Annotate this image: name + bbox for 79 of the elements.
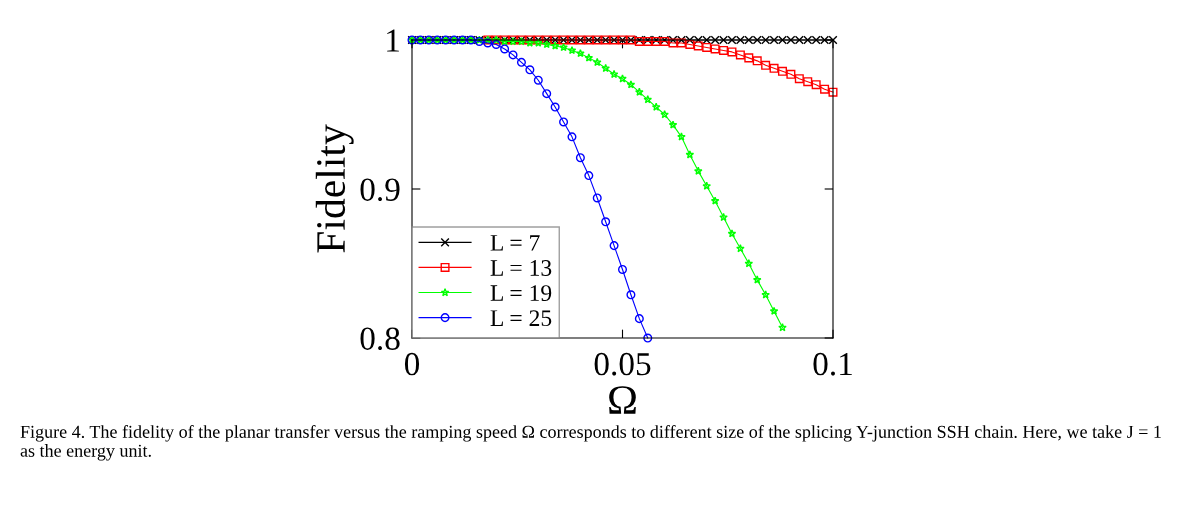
point [660, 109, 669, 119]
point [617, 264, 628, 274]
point [761, 290, 770, 299]
point [719, 45, 729, 55]
point [702, 42, 712, 52]
x-tick-label: 0.05 [594, 352, 651, 376]
point [609, 69, 619, 79]
point [634, 314, 644, 324]
point [559, 42, 568, 52]
point [778, 323, 787, 332]
x-axis-title: Ω [609, 386, 636, 414]
point [500, 44, 510, 54]
legend-label: L = 13 [490, 260, 552, 276]
y-tick-label: 1 [387, 29, 399, 52]
point [584, 53, 594, 62]
point [677, 132, 686, 141]
y-axis-title: Fidelity [315, 124, 354, 253]
point [592, 57, 602, 67]
point [761, 60, 771, 70]
point [702, 181, 712, 190]
point [525, 65, 535, 75]
legend-label: L = 19 [490, 285, 552, 302]
point [516, 57, 526, 67]
point [777, 66, 787, 76]
point [786, 69, 796, 79]
point [601, 63, 610, 73]
point [811, 80, 821, 90]
point [609, 241, 619, 251]
point [820, 84, 830, 94]
point [626, 290, 636, 300]
point [693, 166, 703, 175]
point [635, 87, 644, 96]
point [651, 102, 661, 111]
point [508, 50, 518, 60]
point [550, 102, 560, 112]
point [550, 41, 560, 50]
point [803, 77, 813, 87]
y-tick-label: 0.9 [360, 178, 400, 202]
point [769, 306, 779, 315]
point [575, 153, 585, 163]
point [567, 45, 577, 55]
point [752, 275, 762, 284]
point [828, 87, 838, 97]
y-tick-label: 0.8 [360, 327, 400, 351]
point [626, 80, 636, 89]
point [727, 229, 737, 238]
point [542, 89, 552, 99]
legend-label: L = 7 [490, 235, 540, 251]
point [643, 95, 653, 104]
point [584, 171, 594, 181]
x-tick-label: 0 [404, 352, 420, 376]
x-tick-label: 0.1 [813, 352, 852, 376]
point [693, 41, 703, 51]
point [719, 212, 728, 222]
point [710, 44, 720, 54]
caption: Figure 4. The fidelity of the planar transfer versus the ramping speed Ω corresponds to different size of the splicing Y-junction SSH chain. Here, we take J = 1 as the energy unit. [20, 425, 1161, 461]
point [567, 132, 577, 142]
point [668, 120, 678, 129]
point [685, 39, 695, 49]
point [592, 193, 602, 203]
point [710, 196, 720, 205]
point [533, 75, 543, 85]
point [744, 258, 754, 268]
point [744, 53, 754, 63]
point [794, 74, 804, 84]
point [643, 333, 653, 343]
point [735, 50, 745, 60]
point [618, 74, 627, 83]
point [736, 244, 745, 253]
point [601, 217, 611, 227]
point [685, 150, 695, 159]
point [542, 39, 552, 49]
point [727, 47, 737, 57]
point [576, 48, 585, 58]
point [769, 63, 779, 73]
point [752, 56, 762, 66]
point [559, 117, 569, 127]
legend-label: L = 25 [490, 310, 552, 327]
point [491, 39, 501, 49]
